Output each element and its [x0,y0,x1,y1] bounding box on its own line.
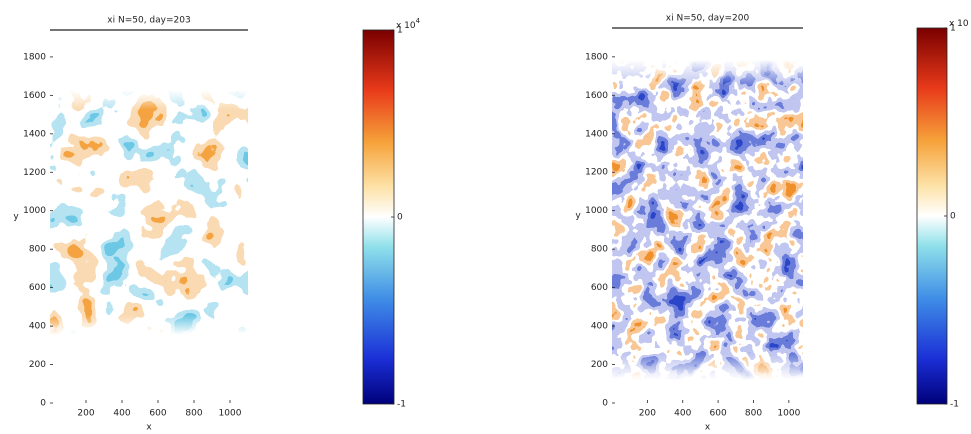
y-tick-label: 1600 [23,91,46,101]
y-tick-label: 400 [591,322,608,332]
y-tick-label: 1200 [23,168,46,178]
y-tick-label: 1400 [23,129,46,139]
colorbar-tick-label: 0 [397,213,403,223]
y-tick-label: 200 [591,360,608,370]
colorbar-multiplier: x 10 [949,19,969,29]
vorticity-field [50,90,248,335]
y-tick-label: 1200 [585,168,608,178]
colorbar-multiplier-exponent: 4 [416,17,421,25]
colorbar [362,29,395,405]
y-tick-label: 600 [591,283,608,293]
chart-title: xi N=50, day=200 [666,14,750,24]
x-tick-label: 800 [745,409,762,419]
y-tick-label: 0 [40,399,46,409]
colorbar-tick-label: -1 [397,400,406,410]
y-tick-label: 0 [602,399,608,409]
y-tick-label: 1800 [585,52,608,62]
y-tick-label: 600 [29,283,46,293]
colorbar-tick-label: 0 [950,212,956,222]
y-tick-label: 800 [29,245,46,255]
x-tick-label: 1000 [777,409,800,419]
x-axis-label: x [705,423,711,433]
y-axis-label: y [575,211,581,221]
colorbar-tick-label: 1 [397,26,403,36]
x-tick-label: 600 [149,409,166,419]
y-tick-label: 1000 [585,206,608,216]
y-tick-label: 1000 [23,206,46,216]
x-tick-label: 200 [639,409,656,419]
x-tick-label: 400 [674,409,691,419]
x-tick-label: 1000 [219,409,242,419]
x-tick-label: 200 [77,409,94,419]
y-tick-label: 200 [29,360,46,370]
colorbar [916,27,948,405]
colorbar-multiplier-base: x 10 [949,19,969,29]
y-tick-label: 1800 [23,52,46,62]
y-tick-label: 400 [29,322,46,332]
x-tick-label: 800 [185,409,202,419]
x-axis-label: x [146,423,152,433]
colorbar-tick-label: -1 [950,400,959,410]
y-tick-label: 800 [591,245,608,255]
vorticity-field [612,60,803,380]
y-tick-label: 1400 [585,129,608,139]
x-tick-label: 400 [113,409,130,419]
chart-title: xi N=50, day=203 [107,16,190,26]
colorbar-multiplier: x 104 [396,17,421,31]
colorbar-multiplier-base: x 10 [396,21,416,31]
x-tick-label: 600 [710,409,727,419]
y-axis-label: y [13,212,19,222]
colorbar-tick-label: 1 [950,24,956,34]
y-tick-label: 1600 [585,91,608,101]
